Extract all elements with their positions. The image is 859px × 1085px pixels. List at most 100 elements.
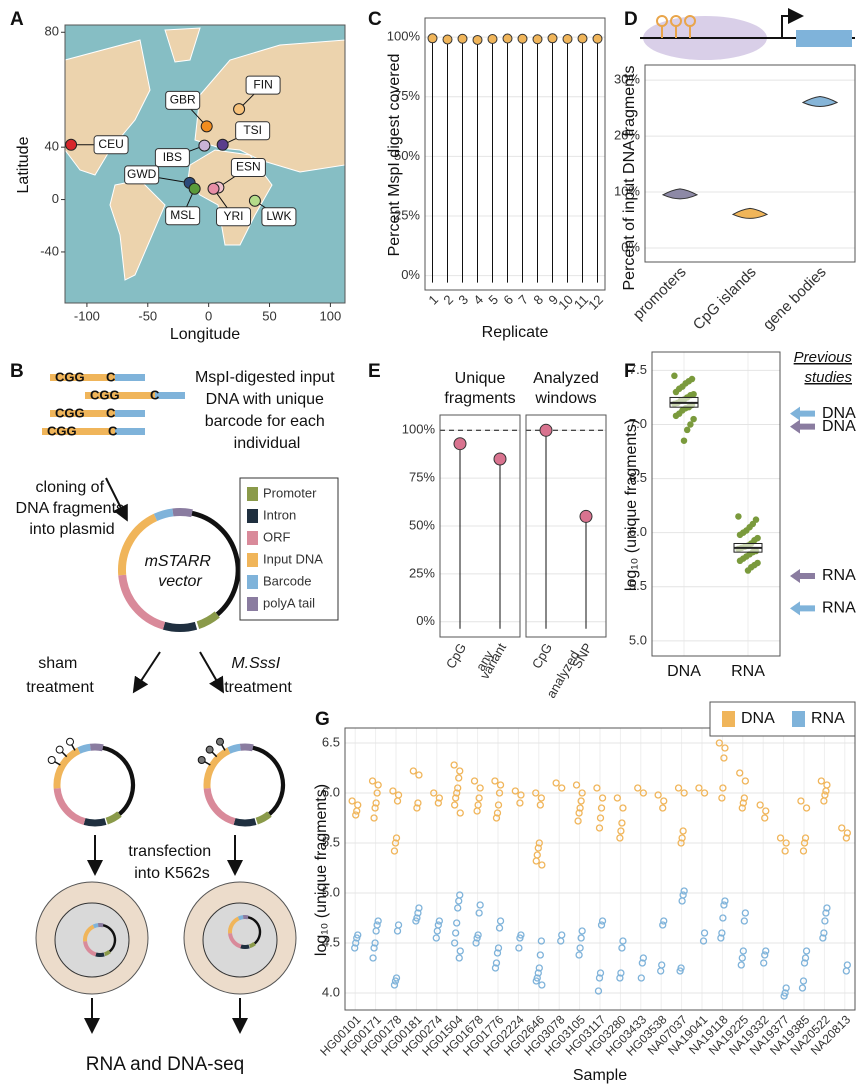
- text-line: mSTARR: [145, 553, 212, 570]
- seq-text: RNA and DNA-seq: [86, 1054, 244, 1075]
- text-line: MspI-digested input: [195, 369, 335, 386]
- point: [821, 798, 827, 804]
- point: [574, 782, 580, 788]
- point: [720, 785, 726, 791]
- point: [619, 820, 625, 826]
- point-label: GWD: [127, 167, 157, 181]
- panel-label: A: [10, 9, 24, 30]
- legend-swatch: [247, 575, 258, 589]
- site-label: CGG: [47, 423, 77, 438]
- point: [66, 139, 77, 150]
- plasmid-segment: [240, 747, 253, 748]
- x-tick-label: CpG: [443, 641, 469, 672]
- y-tick-label: -40: [40, 243, 59, 258]
- arrow-marker: [790, 601, 815, 615]
- legend-swatch: [247, 509, 258, 523]
- x-axis-title: Sample: [573, 1067, 627, 1084]
- previous-title: Previous studies: [794, 349, 853, 386]
- point: [660, 805, 666, 811]
- point: [673, 413, 678, 418]
- point: [208, 183, 219, 194]
- text-line: Unique: [455, 370, 506, 387]
- point: [685, 427, 690, 432]
- point: [741, 918, 747, 924]
- plasmid-segment: [164, 626, 196, 628]
- dot: [428, 34, 437, 43]
- violin: [803, 96, 837, 106]
- point: [497, 925, 503, 931]
- y-tick-label: 0%: [416, 613, 435, 628]
- point: [839, 825, 845, 831]
- methyl-site: [206, 746, 213, 753]
- y-tick-label: 0: [52, 191, 59, 206]
- point: [537, 952, 543, 958]
- legend-swatch: [247, 531, 258, 545]
- plasmid-segment: [229, 747, 240, 750]
- point: [658, 968, 664, 974]
- text-line: treatment: [224, 679, 292, 696]
- point: [475, 802, 481, 808]
- point: [454, 920, 460, 926]
- point-label: GBR: [170, 93, 196, 107]
- workflow-diagram: CGG C CGG C CGG C CGG C MspI-digested in…: [16, 369, 340, 1075]
- point: [516, 945, 522, 951]
- point: [679, 898, 685, 904]
- dot: [458, 34, 467, 43]
- legend-label: polyA tail: [263, 595, 315, 610]
- panel-label: G: [315, 709, 330, 730]
- methyl-site: [67, 738, 74, 745]
- point: [472, 778, 478, 784]
- point: [537, 802, 543, 808]
- point: [800, 978, 806, 984]
- point: [740, 948, 746, 954]
- point: [395, 928, 401, 934]
- point-label: TSI: [243, 123, 262, 137]
- plasmid-segment: [207, 751, 229, 789]
- point: [453, 930, 459, 936]
- y-tick-label: 7.5: [629, 362, 647, 377]
- arrow-marker: [790, 407, 815, 421]
- x-tick-label: 100: [320, 308, 342, 323]
- point: [800, 848, 806, 854]
- point: [659, 962, 665, 968]
- point: [373, 928, 379, 934]
- point-label: LWK: [266, 209, 291, 223]
- site-label: CGG: [90, 387, 120, 402]
- dot: [533, 35, 542, 44]
- arrow-label: RNA: [822, 567, 856, 584]
- y-tick-label: 50%: [409, 517, 435, 532]
- point: [596, 825, 602, 831]
- dot: [580, 510, 592, 522]
- point-label: FIN: [253, 77, 272, 91]
- y-tick-label: 80: [45, 24, 59, 39]
- point: [434, 928, 440, 934]
- dot: [494, 453, 506, 465]
- x-tick-label: 12: [585, 292, 606, 313]
- legend-swatch: [722, 711, 735, 727]
- point: [818, 778, 824, 784]
- y-tick-label: 25%: [409, 565, 435, 580]
- panel-label: D: [624, 9, 638, 30]
- text-line: Previous: [794, 349, 853, 366]
- point: [822, 918, 828, 924]
- plasmid-segment: [239, 917, 244, 918]
- text-line: studies: [804, 369, 852, 386]
- legend-label: DNA: [741, 710, 775, 727]
- point: [534, 852, 540, 858]
- point: [553, 780, 559, 786]
- y-tick-label: 5.0: [629, 632, 647, 647]
- plasmid-segment: [252, 748, 283, 815]
- arrow-label: DNA: [822, 418, 856, 435]
- figure: A B C D E F G CGG C CGG C CGG C: [0, 0, 859, 1085]
- point: [578, 935, 584, 941]
- point: [456, 775, 462, 781]
- point: [720, 915, 726, 921]
- arrow-marker: [790, 420, 815, 434]
- legend-label: RNA: [811, 710, 845, 727]
- point-label: ESN: [236, 160, 261, 174]
- legend-swatch: [247, 487, 258, 501]
- text-line: DNA fragments: [16, 500, 124, 517]
- plasmid-segment: [155, 512, 172, 517]
- plasmid-segment: [57, 788, 84, 821]
- y-axis-title: Latitude: [15, 136, 32, 193]
